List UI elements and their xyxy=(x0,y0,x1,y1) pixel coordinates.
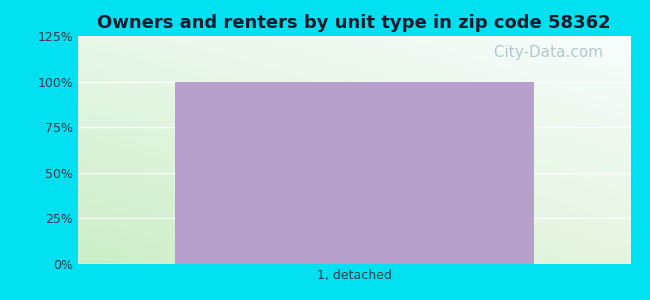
Bar xyxy=(175,82,534,264)
Text: City-Data.com: City-Data.com xyxy=(489,45,603,60)
Title: Owners and renters by unit type in zip code 58362: Owners and renters by unit type in zip c… xyxy=(98,14,611,32)
